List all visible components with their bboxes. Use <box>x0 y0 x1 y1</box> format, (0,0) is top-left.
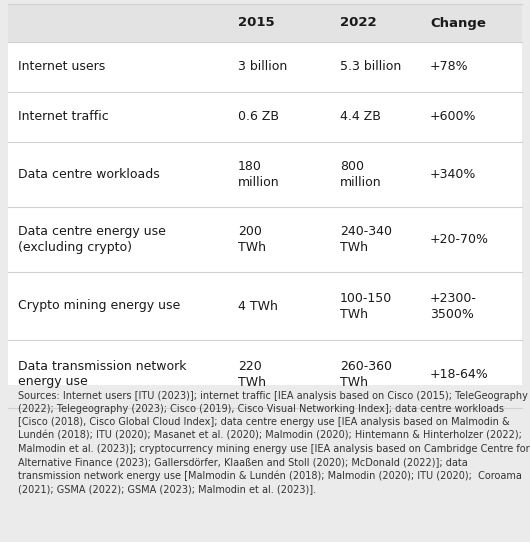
Text: 0.6 ZB: 0.6 ZB <box>238 111 279 124</box>
Text: +18-64%: +18-64% <box>430 367 489 380</box>
Text: Data transmission network
energy use: Data transmission network energy use <box>18 359 187 389</box>
Text: 800
million: 800 million <box>340 160 382 189</box>
Text: 260-360
TWh: 260-360 TWh <box>340 359 392 389</box>
Text: 2022: 2022 <box>340 16 377 29</box>
Text: 2015: 2015 <box>238 16 275 29</box>
Text: 100-150
TWh: 100-150 TWh <box>340 292 392 320</box>
Text: 180
million: 180 million <box>238 160 280 189</box>
Text: +2300-
3500%: +2300- 3500% <box>430 292 477 320</box>
Text: Internet traffic: Internet traffic <box>18 111 109 124</box>
Text: 220
TWh: 220 TWh <box>238 359 266 389</box>
Text: +20-70%: +20-70% <box>430 233 489 246</box>
Text: 4 TWh: 4 TWh <box>238 300 278 313</box>
Text: Change: Change <box>430 16 486 29</box>
Text: 240-340
TWh: 240-340 TWh <box>340 225 392 254</box>
Text: 4.4 ZB: 4.4 ZB <box>340 111 381 124</box>
Text: Data centre energy use
(excluding crypto): Data centre energy use (excluding crypto… <box>18 225 166 254</box>
Text: +600%: +600% <box>430 111 476 124</box>
Text: 3 billion: 3 billion <box>238 61 287 74</box>
Text: Sources: Internet users [ITU (2023)]; internet traffic [IEA analysis based on Ci: Sources: Internet users [ITU (2023)]; in… <box>18 391 529 494</box>
Text: Data centre workloads: Data centre workloads <box>18 168 160 181</box>
Text: 200
TWh: 200 TWh <box>238 225 266 254</box>
Text: +340%: +340% <box>430 168 476 181</box>
Text: Crypto mining energy use: Crypto mining energy use <box>18 300 180 313</box>
Text: Internet users: Internet users <box>18 61 105 74</box>
Text: 5.3 billion: 5.3 billion <box>340 61 401 74</box>
Text: +78%: +78% <box>430 61 469 74</box>
